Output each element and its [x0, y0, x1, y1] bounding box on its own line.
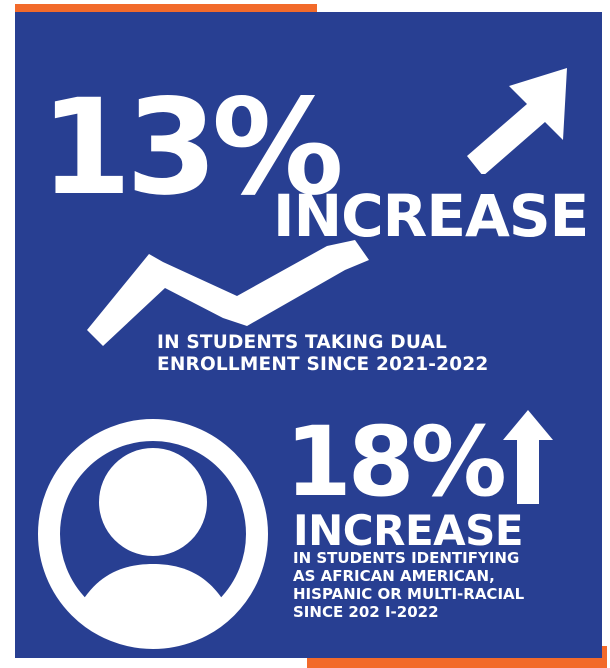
arrow-up-icon: [503, 410, 553, 504]
arrow-up-right-icon: [467, 68, 567, 174]
trend-line-icon: [87, 240, 369, 346]
person-icon: [38, 419, 268, 649]
stat-two-label: INCREASE: [293, 506, 524, 555]
stat-one-caption: IN STUDENTS TAKING DUAL ENROLLMENT SINCE…: [157, 332, 489, 375]
stat-one-value: 13%: [40, 71, 344, 225]
stat-two-caption: IN STUDENTS IDENTIFYING AS AFRICAN AMERI…: [293, 549, 525, 621]
stat-two-value: 18%: [285, 406, 507, 518]
infographic-panel: 13% INCREASE IN STUDENTS TAKING DUAL ENR…: [15, 12, 602, 658]
stat-one-label: INCREASE: [273, 182, 589, 250]
